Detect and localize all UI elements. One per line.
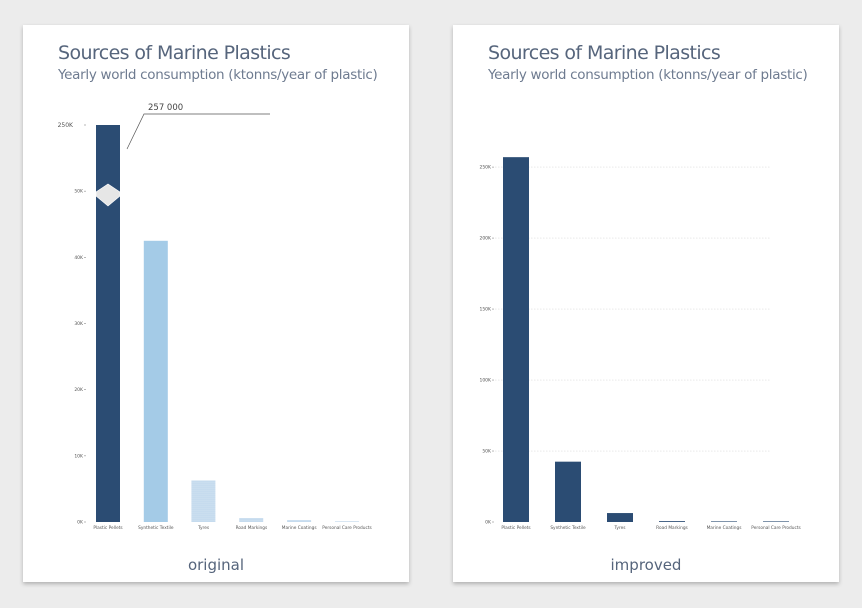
x-category-label: Synthetic Textile <box>550 525 586 531</box>
chart-improved: 0K 50K 100K 150K 200K 250K Plastic Pellets Synt… <box>479 157 802 531</box>
bar-road-markings <box>239 518 264 522</box>
y-tick-label: 10K <box>74 453 84 459</box>
bar-marine-coatings <box>711 521 737 522</box>
bar-synthetic-textile <box>555 461 581 522</box>
x-category-label: Tyres <box>197 525 210 531</box>
y-tick-label: 50K <box>482 449 492 455</box>
x-category-label: Marine Coatings <box>282 525 318 531</box>
y-tick-label: 150K <box>479 307 492 313</box>
y-tick-label: 50K <box>74 189 84 195</box>
bar-plastic-pellets <box>503 157 529 523</box>
x-category-label: Marine Coatings <box>707 525 743 531</box>
bar-personal-care-products <box>763 521 789 522</box>
chart-subtitle: Yearly world consumption (ktonns/year of… <box>488 67 808 83</box>
bar-tyres <box>191 480 216 522</box>
chart-card-original: Sources of Marine Plastics Yearly world … <box>23 25 409 582</box>
axis-break-mark <box>95 183 121 207</box>
y-tick-label: 100K <box>479 378 492 384</box>
y-tick-label: 200K <box>479 236 492 242</box>
y-tick-label: 30K <box>74 321 84 327</box>
y-tick-label: 0K <box>77 520 84 526</box>
y-tick-label: 40K <box>74 255 84 261</box>
panel-caption: improved <box>610 556 682 574</box>
y-tick-label: 250K <box>479 165 492 171</box>
chart-original: 0K 10K 20K 30K 40K 50K 250K Plastic Pellets Synt… <box>58 103 373 531</box>
panel-caption: original <box>187 556 245 574</box>
annotation-label: 257 000 <box>148 103 183 113</box>
x-category-label: Synthetic Textile <box>138 525 174 531</box>
x-category-label: Tyres <box>613 525 626 531</box>
chart-subtitle: Yearly world consumption (ktonns/year of… <box>58 67 378 83</box>
x-category-label: Personal Care Products <box>751 525 801 531</box>
bar-road-markings <box>659 521 685 522</box>
y-tick-label: 0K <box>485 520 492 526</box>
x-category-label: Road Markings <box>656 525 688 531</box>
chart-card-improved: Sources of Marine Plastics Yearly world … <box>453 25 839 582</box>
x-category-label: Plastic Pellets <box>501 525 531 531</box>
bar-synthetic-textile <box>143 240 168 522</box>
x-category-label: Personal Care Products <box>322 525 372 531</box>
annotation-leader-line <box>126 113 270 150</box>
bar-personal-care-products <box>335 521 359 522</box>
x-category-label: Plastic Pellets <box>93 525 123 531</box>
bar-marine-coatings <box>287 520 312 522</box>
y-tick-label: 20K <box>74 387 84 393</box>
chart-title: Sources of Marine Plastics <box>488 42 721 64</box>
y-top-label: 250K <box>58 122 74 129</box>
bar-tyres <box>607 513 633 522</box>
chart-title: Sources of Marine Plastics <box>58 42 291 64</box>
x-category-label: Road Markings <box>236 525 268 531</box>
